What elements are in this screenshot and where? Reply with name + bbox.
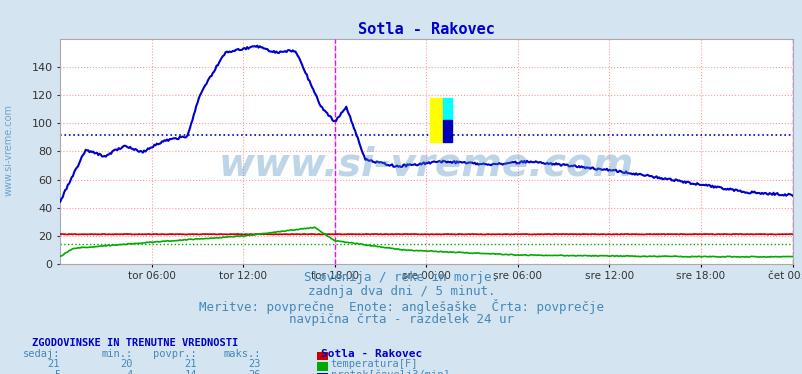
Text: 23: 23	[248, 359, 261, 370]
Text: 21: 21	[47, 359, 60, 370]
Text: 14: 14	[184, 370, 196, 374]
Text: www.si-vreme.com: www.si-vreme.com	[4, 104, 14, 196]
Text: navpična črta - razdelek 24 ur: navpična črta - razdelek 24 ur	[289, 313, 513, 326]
Text: Meritve: povprečne  Enote: anglešaške  Črta: povprečje: Meritve: povprečne Enote: anglešaške Črt…	[199, 299, 603, 314]
Text: maks.:: maks.:	[223, 349, 261, 359]
Text: www.si-vreme.com: www.si-vreme.com	[218, 146, 634, 184]
Text: povpr.:: povpr.:	[153, 349, 196, 359]
Title: Sotla - Rakovec: Sotla - Rakovec	[358, 22, 494, 37]
Text: Sotla - Rakovec: Sotla - Rakovec	[321, 349, 422, 359]
Text: zadnja dva dni / 5 minut.: zadnja dva dni / 5 minut.	[307, 285, 495, 298]
Bar	[430, 98, 443, 142]
Text: 4: 4	[126, 370, 132, 374]
Text: pretok[čevelj3/min]: pretok[čevelj3/min]	[330, 370, 449, 374]
Text: sedaj:: sedaj:	[22, 349, 60, 359]
Text: 5: 5	[54, 370, 60, 374]
Bar	[443, 98, 452, 120]
Text: Slovenija / reke in morje.: Slovenija / reke in morje.	[304, 271, 498, 284]
Text: 21: 21	[184, 359, 196, 370]
Text: 20: 20	[119, 359, 132, 370]
Text: ZGODOVINSKE IN TRENUTNE VREDNOSTI: ZGODOVINSKE IN TRENUTNE VREDNOSTI	[32, 338, 238, 349]
Text: min.:: min.:	[101, 349, 132, 359]
Text: 26: 26	[248, 370, 261, 374]
Text: temperatura[F]: temperatura[F]	[330, 359, 418, 370]
Bar	[443, 120, 452, 142]
